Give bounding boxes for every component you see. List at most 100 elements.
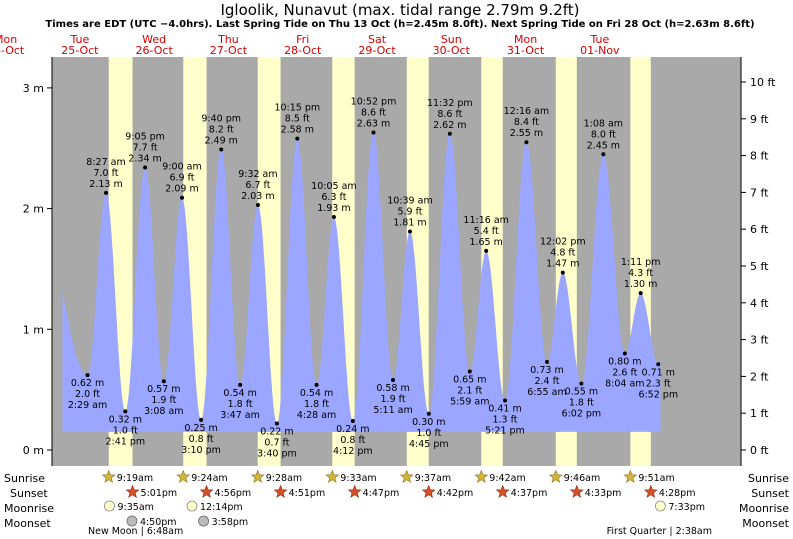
- tide-ft-16: 8.6 ft: [361, 108, 386, 119]
- day-date-8: 01-Nov: [580, 44, 620, 57]
- sunset-time-0: 5:01pm: [141, 488, 178, 499]
- tide-point-25: [544, 359, 549, 364]
- sunset-time-5: 4:37pm: [511, 488, 548, 499]
- sunset-time-3: 4:47pm: [363, 488, 400, 499]
- sunset-row-label-left: Sunset: [10, 487, 48, 500]
- sunset-row-label-right: Sunset: [751, 487, 789, 500]
- tide-time-30: 1:11 pm: [621, 257, 661, 268]
- day-date-3: 27-Oct: [210, 44, 248, 57]
- sunrise-time-2: 9:28am: [266, 473, 302, 484]
- tide-time-20: 11:32 pm: [427, 98, 473, 109]
- tide-point-1: [85, 373, 90, 378]
- sunrise-row-label-left: Sunrise: [4, 472, 45, 485]
- tide-point-26: [560, 270, 565, 275]
- tide-ft-18: 5.9 ft: [397, 207, 422, 218]
- moonrise-time-2: 7:33pm: [668, 502, 705, 513]
- tide-m-30: 1.30 m: [624, 279, 657, 290]
- tide-time-11: 3:40 pm: [257, 448, 297, 459]
- chart-subtitle: Times are EDT (UTC −4.0hrs). Last Spring…: [45, 19, 754, 30]
- sunset-time-1: 4:56pm: [215, 488, 252, 499]
- tide-time-16: 10:52 pm: [351, 97, 397, 108]
- tide-m-23: 0.41 m: [488, 404, 521, 415]
- tide-point-9: [238, 382, 243, 387]
- right-tick-label-1: 1 ft: [750, 407, 769, 420]
- day-name-6: Sun: [441, 33, 462, 46]
- sunrise-time-7: 9:51am: [638, 473, 674, 484]
- sunrise-icon-1: [176, 469, 191, 483]
- day-date-6: 30-Oct: [433, 44, 471, 57]
- right-tick-label-5: 5 ft: [750, 260, 769, 273]
- tide-ft-30: 4.3 ft: [628, 268, 653, 279]
- tide-time-31: 6:52 pm: [638, 389, 678, 400]
- tide-ft-25: 2.4 ft: [534, 376, 559, 387]
- moonset-icon-1: [198, 515, 209, 527]
- tide-point-12: [295, 136, 300, 141]
- right-tick-label-9: 9 ft: [750, 113, 769, 126]
- day-date-0: 24-Oct: [0, 44, 25, 57]
- tide-point-24: [524, 140, 529, 145]
- moonrise-icon-0: [104, 500, 115, 512]
- moonrise-icon-2: [654, 500, 666, 512]
- day-date-7: 31-Oct: [507, 44, 545, 57]
- day-date-2: 26-Oct: [135, 44, 173, 57]
- sun-moon-rows: Sunrise Sunset Moonrise Moonset Sunrise …: [4, 469, 790, 537]
- right-tick-label-0: 0 ft: [750, 444, 769, 457]
- left-tick-label-1: 1 m: [23, 323, 44, 336]
- moonrise-time-0: 9:35am: [118, 502, 154, 513]
- sunset-icon-6: [569, 484, 584, 498]
- tide-ft-5: 1.9 ft: [151, 395, 176, 406]
- tide-ft-11: 0.7 ft: [264, 437, 289, 448]
- tide-time-22: 11:16 am: [463, 215, 508, 226]
- tide-time-8: 9:40 pm: [201, 113, 241, 124]
- sunset-icon-7: [643, 484, 658, 498]
- tide-time-23: 5:21 pm: [485, 426, 525, 437]
- tide-ft-26: 4.8 ft: [550, 248, 575, 259]
- sunrise-icon-5: [474, 469, 489, 483]
- tide-ft-7: 0.8 ft: [189, 434, 214, 445]
- tide-time-2: 8:27 am: [86, 157, 125, 168]
- right-tick-label-3: 3 ft: [750, 334, 769, 347]
- tide-time-3: 2:41 pm: [105, 436, 145, 447]
- tide-point-21: [467, 369, 472, 374]
- tide-time-21: 5:59 am: [450, 397, 489, 408]
- left-tick-label-2: 2 m: [23, 203, 44, 216]
- day-name-1: Tue: [69, 33, 89, 46]
- tide-point-11: [274, 421, 279, 426]
- day-name-3: Thu: [217, 33, 239, 46]
- tide-time-19: 4:45 pm: [409, 439, 449, 450]
- tide-time-10: 9:32 am: [238, 169, 277, 180]
- moonset-row-label-left: Moonset: [4, 517, 51, 530]
- moonrise-row-label-left: Moonrise: [4, 502, 54, 515]
- tide-point-16: [371, 130, 376, 135]
- moonset-time-0: 4:50pm: [140, 517, 177, 528]
- tide-ft-17: 1.9 ft: [381, 394, 406, 405]
- tide-m-17: 0.58 m: [376, 383, 409, 394]
- tide-point-22: [484, 248, 489, 253]
- sunset-icon-1: [199, 484, 214, 498]
- tide-point-31: [656, 362, 661, 367]
- tide-ft-10: 6.7 ft: [245, 180, 270, 191]
- tide-m-26: 1.47 m: [546, 259, 579, 270]
- moon-phase-first-quarter: First Quarter | 2:38am: [607, 526, 712, 537]
- chart-title: Igloolik, Nunavut (max. tidal range 2.79…: [220, 1, 579, 19]
- tide-ft-28: 8.0 ft: [591, 129, 616, 140]
- moonset-icon-0: [126, 515, 138, 527]
- tide-point-27: [579, 381, 584, 386]
- right-tick-label-6: 6 ft: [750, 223, 769, 236]
- sunset-icon-0: [125, 484, 140, 498]
- tide-m-8: 2.49 m: [204, 135, 237, 146]
- day-date-1: 25-Oct: [61, 44, 99, 57]
- left-tick-label-3: 3 m: [23, 82, 44, 95]
- tide-m-1: 0.62 m: [71, 378, 104, 389]
- tide-time-1: 2:29 am: [68, 400, 107, 411]
- tide-m-11: 0.22 m: [260, 426, 293, 437]
- sunset-icon-5: [495, 484, 510, 498]
- tide-time-5: 3:08 am: [144, 406, 183, 417]
- tide-m-25: 0.73 m: [530, 365, 563, 376]
- day-name-5: Sat: [368, 33, 387, 46]
- tide-point-13: [314, 382, 319, 387]
- tide-ft-21: 2.1 ft: [457, 386, 482, 397]
- tide-time-25: 6:55 am: [527, 387, 566, 398]
- sunrise-time-3: 9:33am: [340, 473, 376, 484]
- tide-ft-29: 2.6 ft: [612, 367, 637, 378]
